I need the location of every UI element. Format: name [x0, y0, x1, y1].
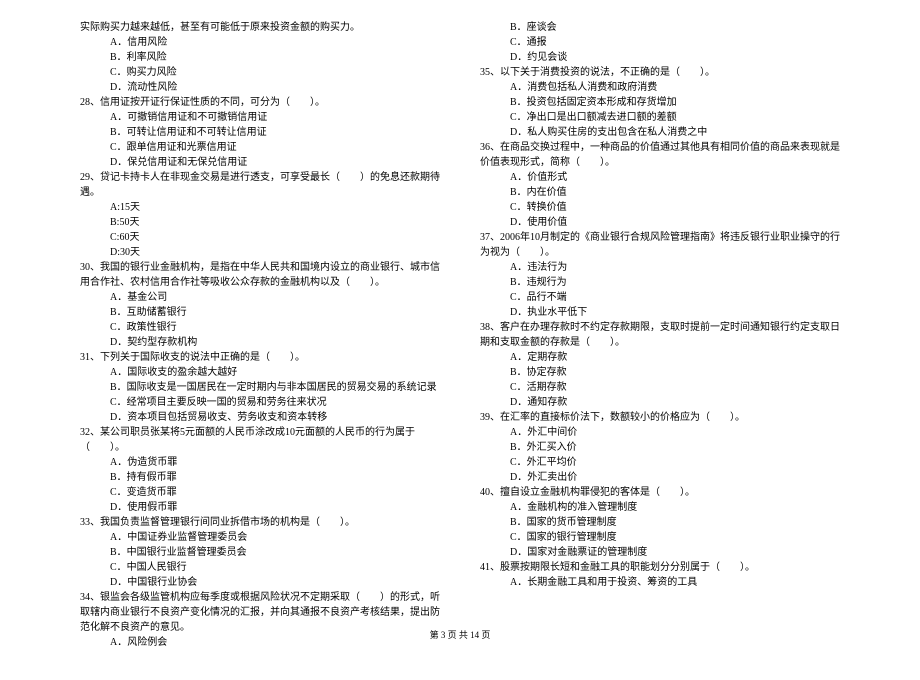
text-line: C．政策性银行 [80, 320, 440, 335]
text-line: B．国际收支是一国居民在一定时期内与非本国居民的贸易交易的系统记录 [80, 380, 440, 395]
text-line: D．执业水平低下 [480, 305, 840, 320]
text-line: 37、2006年10月制定的《商业银行合规风险管理指南》将违反银行业职业操守的行… [480, 230, 840, 260]
text-line: A．基金公司 [80, 290, 440, 305]
text-line: A．价值形式 [480, 170, 840, 185]
text-line: C．国家的银行管理制度 [480, 530, 840, 545]
text-line: B．中国银行业监督管理委员会 [80, 545, 440, 560]
text-line: 31、下列关于国际收支的说法中正确的是（ ）。 [80, 350, 440, 365]
text-line: B．可转让信用证和不可转让信用证 [80, 125, 440, 140]
text-line: C．经常项目主要反映一国的贸易和劳务往来状况 [80, 395, 440, 410]
text-line: B．内在价值 [480, 185, 840, 200]
text-line: D．中国银行业协会 [80, 575, 440, 590]
text-line: C．转换价值 [480, 200, 840, 215]
text-line: A．消费包括私人消费和政府消费 [480, 80, 840, 95]
page-content: 实际购买力越来越低，甚至有可能低于原来投资金额的购买力。A．信用风险B．利率风险… [0, 0, 920, 680]
text-line: D．使用假币罪 [80, 500, 440, 515]
text-line: D．外汇卖出价 [480, 470, 840, 485]
text-line: B．外汇买入价 [480, 440, 840, 455]
text-line: D:30天 [80, 245, 440, 260]
text-line: D．保兑信用证和无保兑信用证 [80, 155, 440, 170]
text-line: C．跟单信用证和光票信用证 [80, 140, 440, 155]
text-line: D．国家对金融票证的管理制度 [480, 545, 840, 560]
text-line: C．购买力风险 [80, 65, 440, 80]
text-line: A．信用风险 [80, 35, 440, 50]
text-line: D．流动性风险 [80, 80, 440, 95]
text-line: D．通知存款 [480, 395, 840, 410]
text-line: B．国家的货币管理制度 [480, 515, 840, 530]
text-line: D．私人购买住房的支出包含在私人消费之中 [480, 125, 840, 140]
text-line: B．利率风险 [80, 50, 440, 65]
text-line: B．持有假币罪 [80, 470, 440, 485]
text-line: C:60天 [80, 230, 440, 245]
text-line: C．外汇平均价 [480, 455, 840, 470]
text-line: 38、客户在办理存款时不约定存款期限，支取时提前一定时间通知银行约定支取日期和支… [480, 320, 840, 350]
text-line: 35、以下关于消费投资的说法，不正确的是（ ）。 [480, 65, 840, 80]
text-line: 40、擅自设立金融机构罪侵犯的客体是（ ）。 [480, 485, 840, 500]
text-line: C．净出口是出口额减去进口额的差额 [480, 110, 840, 125]
text-line: B:50天 [80, 215, 440, 230]
text-line: C．活期存款 [480, 380, 840, 395]
text-line: B．投资包括固定资本形成和存货增加 [480, 95, 840, 110]
text-line: 36、在商品交换过程中，一种商品的价值通过其他具有相同价值的商品来表现就是价值表… [480, 140, 840, 170]
text-line: B．座谈会 [480, 20, 840, 35]
left-column: 实际购买力越来越低，甚至有可能低于原来投资金额的购买力。A．信用风险B．利率风险… [80, 20, 440, 650]
text-line: A:15天 [80, 200, 440, 215]
text-line: A．金融机构的准入管理制度 [480, 500, 840, 515]
text-line: C．通报 [480, 35, 840, 50]
text-line: 28、信用证按开证行保证性质的不同，可分为（ ）。 [80, 95, 440, 110]
text-line: B．协定存款 [480, 365, 840, 380]
text-line: A．中国证券业监督管理委员会 [80, 530, 440, 545]
text-line: B．互助储蓄银行 [80, 305, 440, 320]
text-line: A．伪造货币罪 [80, 455, 440, 470]
text-line: B．违规行为 [480, 275, 840, 290]
text-line: 41、股票按期限长短和金融工具的职能划分分别属于（ ）。 [480, 560, 840, 575]
text-line: D．资本项目包括贸易收支、劳务收支和资本转移 [80, 410, 440, 425]
right-column: B．座谈会C．通报D．约见会谈35、以下关于消费投资的说法，不正确的是（ ）。A… [480, 20, 840, 650]
text-line: A．违法行为 [480, 260, 840, 275]
text-line: A．长期金融工具和用于投资、筹资的工具 [480, 575, 840, 590]
text-line: 30、我国的银行业金融机构，是指在中华人民共和国境内设立的商业银行、城市信用合作… [80, 260, 440, 290]
text-line: A．国际收支的盈余越大越好 [80, 365, 440, 380]
text-line: A．可撤销信用证和不可撤销信用证 [80, 110, 440, 125]
text-line: C．中国人民银行 [80, 560, 440, 575]
text-line: 29、贷记卡持卡人在非现金交易是进行透支，可享受最长（ ）的免息还款期待遇。 [80, 170, 440, 200]
text-line: C．变造货币罪 [80, 485, 440, 500]
text-line: D．约见会谈 [480, 50, 840, 65]
text-line: D．使用价值 [480, 215, 840, 230]
text-line: C．品行不端 [480, 290, 840, 305]
page-footer: 第 3 页 共 14 页 [0, 629, 920, 643]
text-line: D．契约型存款机构 [80, 335, 440, 350]
text-line: 32、某公司职员张某将5元面额的人民币涂改成10元面额的人民币的行为属于（ ）。 [80, 425, 440, 455]
text-line: 实际购买力越来越低，甚至有可能低于原来投资金额的购买力。 [80, 20, 440, 35]
text-line: 33、我国负责监督管理银行间同业拆借市场的机构是（ ）。 [80, 515, 440, 530]
text-line: 39、在汇率的直接标价法下，数额较小的价格应为（ ）。 [480, 410, 840, 425]
text-line: A．定期存款 [480, 350, 840, 365]
text-line: A．外汇中间价 [480, 425, 840, 440]
